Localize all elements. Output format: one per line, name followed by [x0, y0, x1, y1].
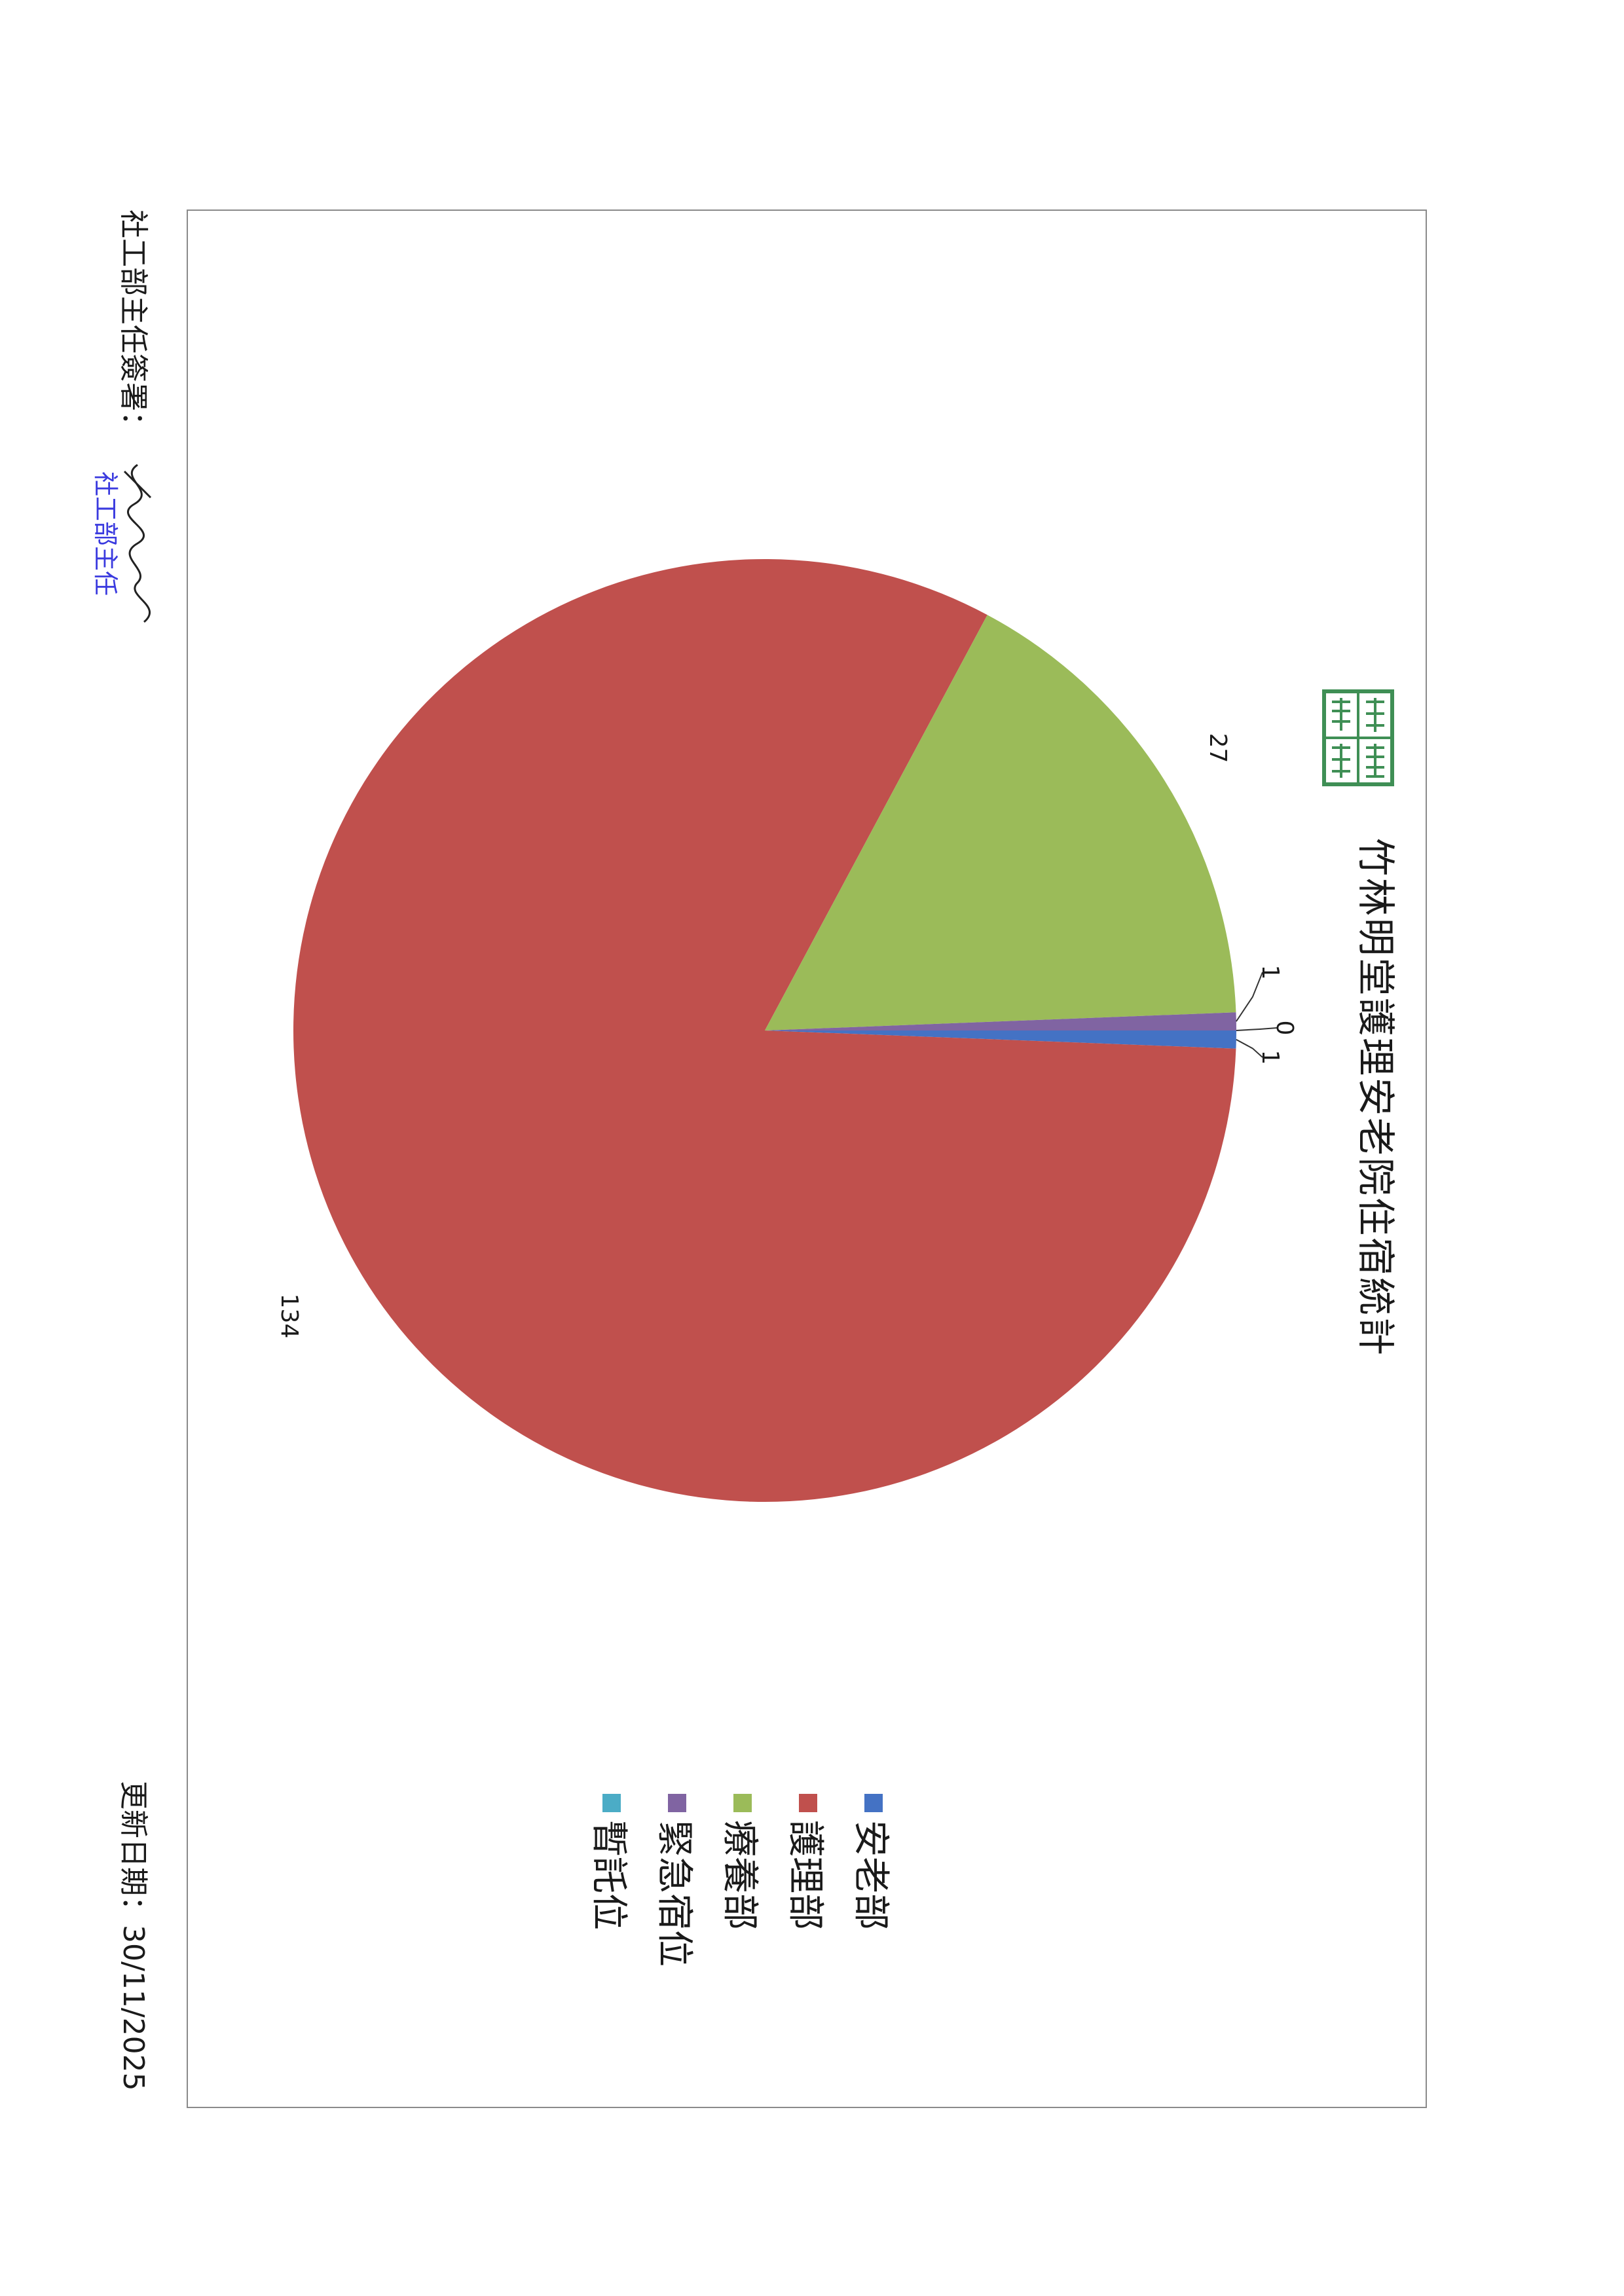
pie-slice — [765, 615, 1236, 1030]
legend-item: 療養部 — [716, 1794, 769, 1930]
legend-item: 緊急宿位 — [651, 1794, 704, 1967]
legend-item: 安老部 — [847, 1794, 900, 1930]
signature-label: 社工部主任簽署： — [117, 210, 150, 440]
leader-line — [1236, 972, 1263, 1022]
pie-data-label: 0 — [1271, 1021, 1298, 1036]
legend-swatch — [602, 1794, 621, 1812]
handwritten-signature — [123, 464, 152, 623]
legend-swatch — [733, 1794, 752, 1812]
legend-item: 暫託位 — [585, 1794, 638, 1930]
pie-data-label: 27 — [1204, 733, 1231, 763]
update-date: 更新日期：30/11/2025 — [117, 1781, 150, 2091]
legend-swatch — [668, 1794, 687, 1812]
pie-data-label: 1 — [1257, 965, 1283, 980]
legend-label: 暫託位 — [587, 1820, 630, 1930]
chart-title: 竹林明堂護理安老院住宿統計 — [1354, 838, 1398, 1358]
legend-swatch — [864, 1794, 883, 1812]
leader-line — [1236, 1027, 1278, 1031]
pie-slice — [765, 1012, 1236, 1030]
legend-item: 護理部 — [782, 1794, 835, 1930]
chart-frame — [187, 210, 1427, 2108]
pie-data-label: 134 — [276, 1294, 303, 1339]
position-stamp: 社工部主任 — [91, 471, 120, 596]
legend-label: 安老部 — [849, 1820, 892, 1930]
legend-swatch — [799, 1794, 818, 1812]
pie-slice — [765, 1030, 1236, 1049]
legend-label: 緊急宿位 — [653, 1820, 695, 1967]
company-seal-icon — [1322, 689, 1394, 786]
legend-label: 護理部 — [784, 1820, 826, 1930]
leader-line — [1236, 1038, 1263, 1058]
pie-data-label: 1 — [1257, 1050, 1283, 1065]
pie-slice — [293, 559, 1236, 1503]
legend-label: 療養部 — [718, 1820, 761, 1930]
